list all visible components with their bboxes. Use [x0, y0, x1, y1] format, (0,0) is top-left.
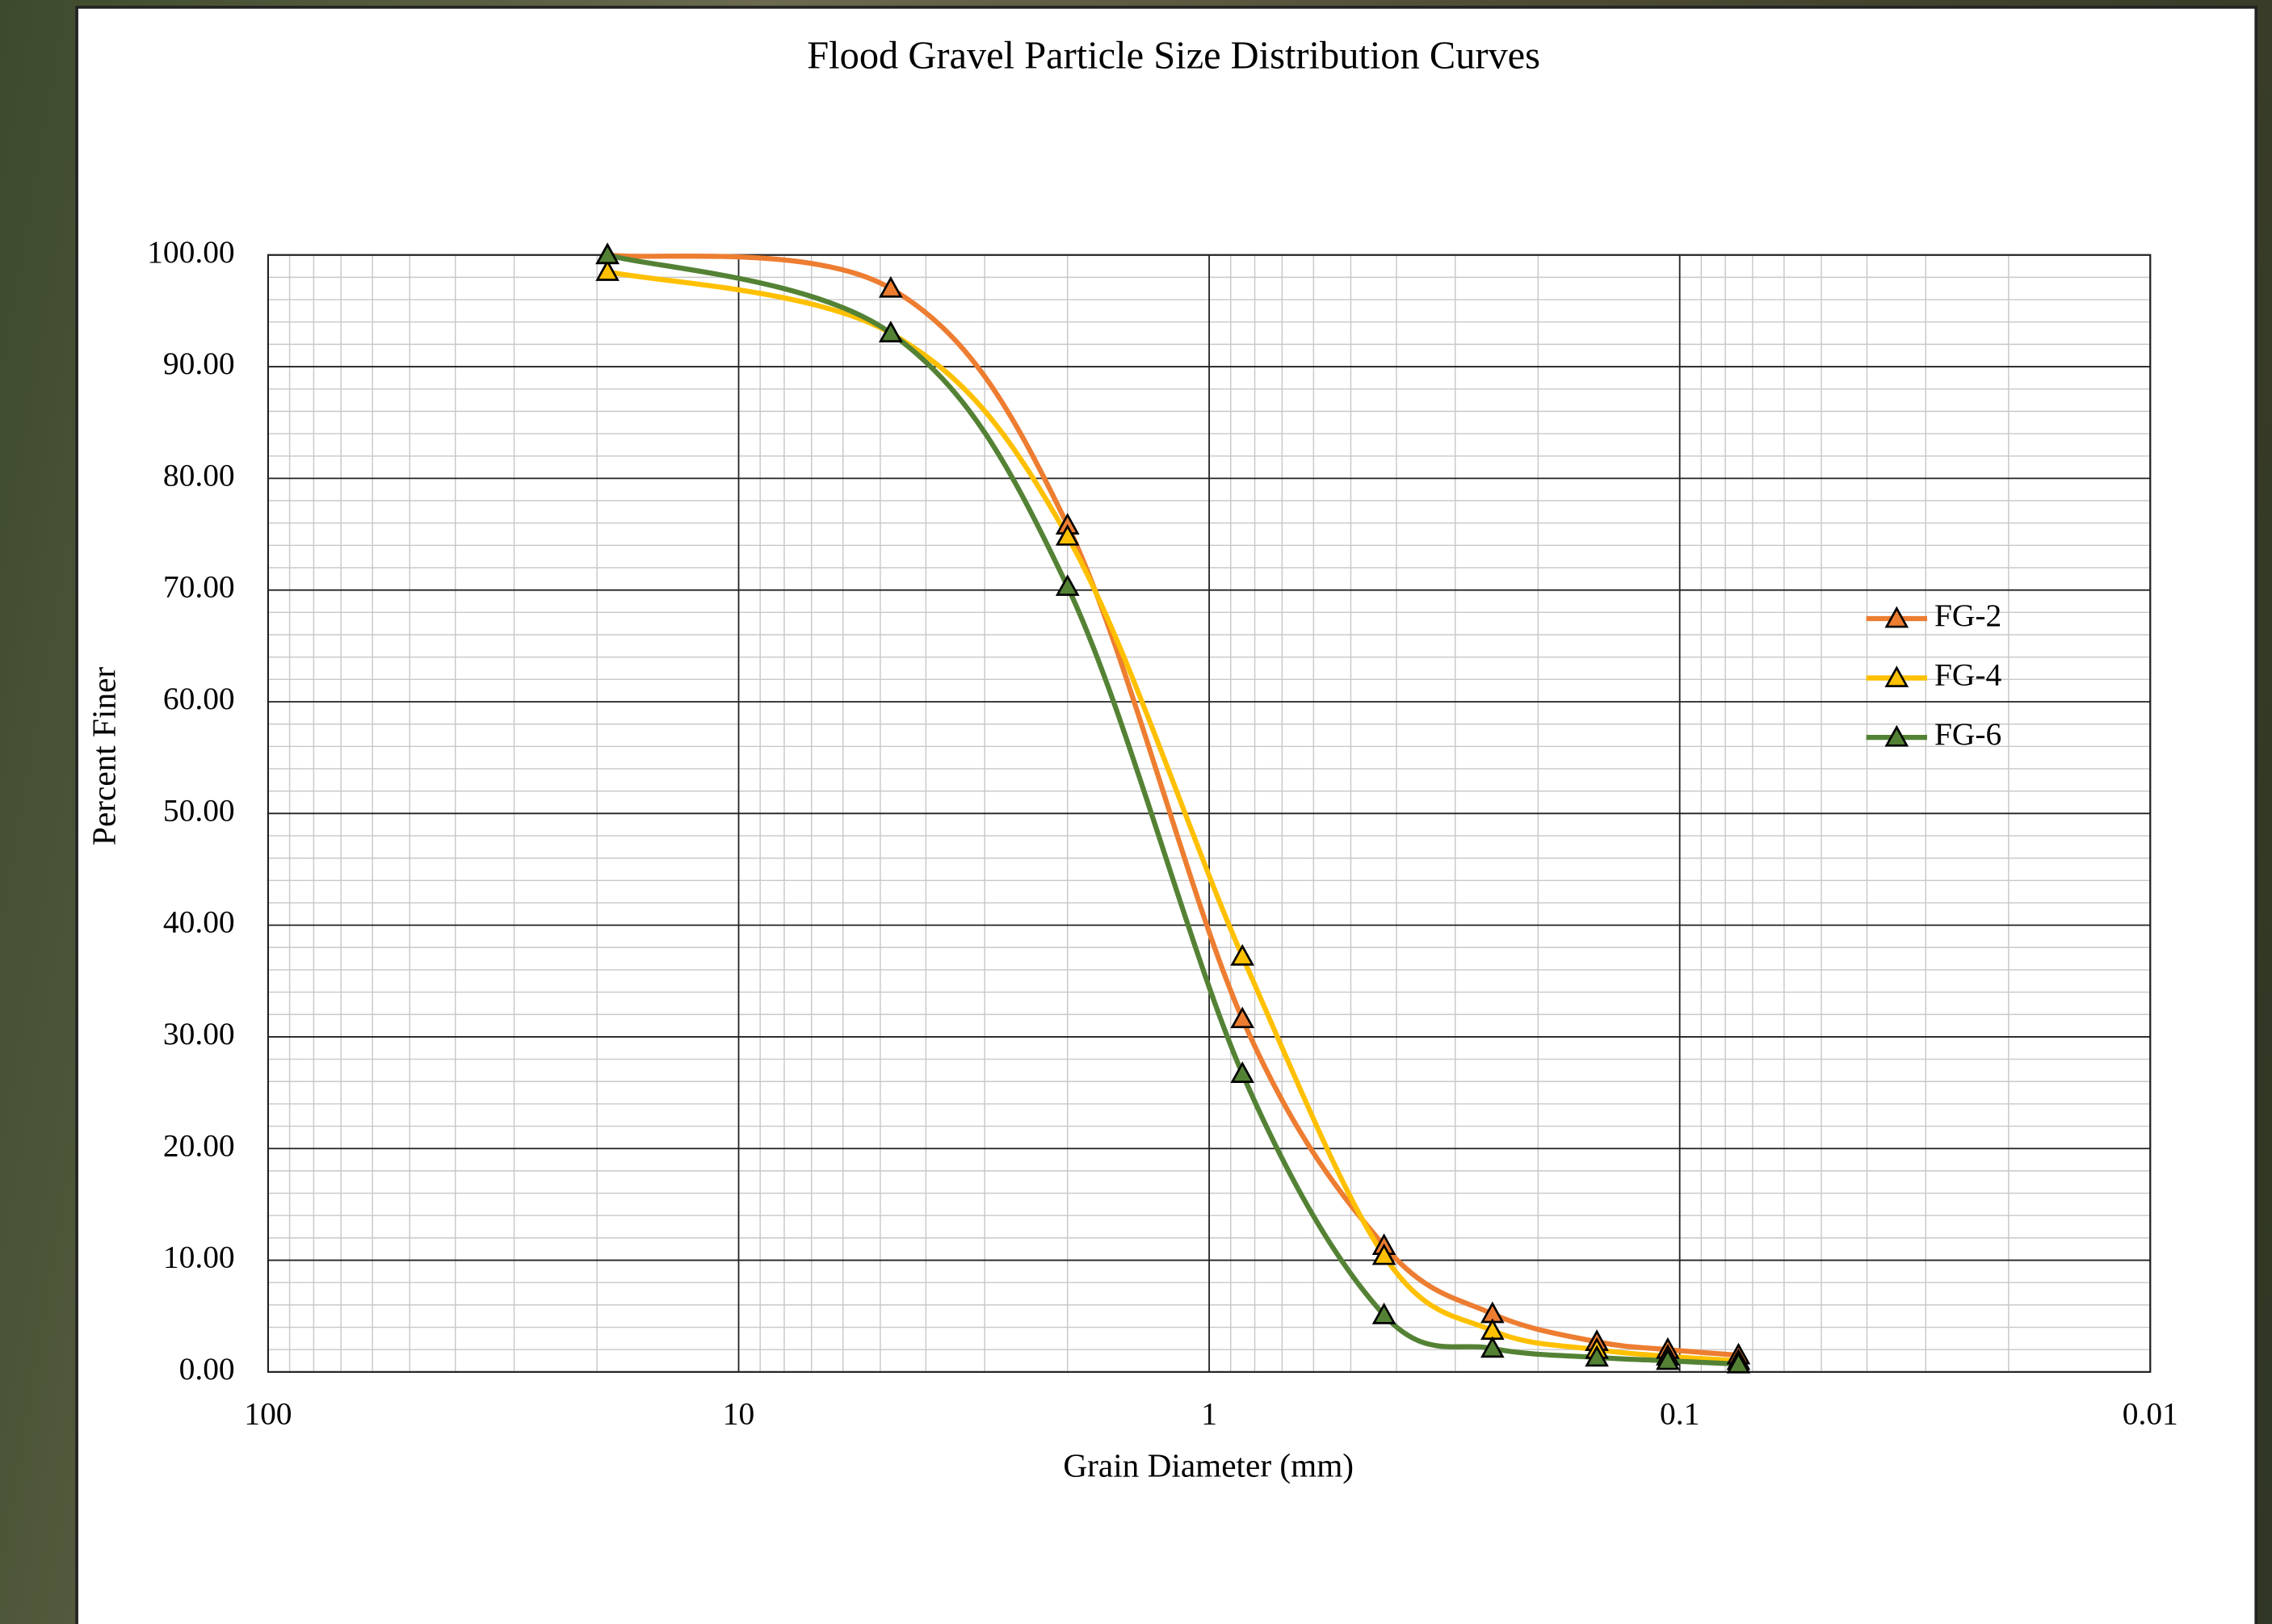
y-tick-label: 90.00 [163, 346, 235, 381]
chart: Flood Gravel Particle Size Distribution … [0, 0, 2272, 1624]
y-tick-label: 30.00 [163, 1016, 235, 1051]
x-tick-label: 10 [723, 1396, 754, 1432]
x-tick-label: 0.1 [1660, 1396, 1699, 1432]
y-tick-label: 40.00 [163, 904, 235, 940]
chart-panel [77, 7, 2256, 1624]
y-axis-label: Percent Finer [85, 667, 122, 846]
legend-label: FG-4 [1934, 657, 2002, 693]
x-tick-label: 0.01 [2123, 1396, 2178, 1432]
y-tick-label: 10.00 [163, 1240, 235, 1275]
y-tick-label: 100.00 [147, 234, 235, 270]
y-tick-label: 0.00 [179, 1351, 235, 1387]
x-tick-label: 1 [1201, 1396, 1217, 1432]
x-tick-label: 100 [244, 1396, 292, 1432]
legend-label: FG-2 [1934, 598, 2001, 633]
y-tick-label: 80.00 [163, 457, 235, 493]
y-tick-label: 70.00 [163, 569, 235, 605]
page: {"chart_data": { "type": "line", "title"… [0, 0, 2272, 1624]
x-axis-label: Grain Diameter (mm) [1063, 1447, 1354, 1485]
y-tick-label: 60.00 [163, 681, 235, 716]
y-tick-label: 50.00 [163, 792, 235, 828]
chart-title: Flood Gravel Particle Size Distribution … [807, 35, 1540, 78]
y-tick-label: 20.00 [163, 1127, 235, 1163]
legend-label: FG-6 [1934, 716, 2001, 752]
